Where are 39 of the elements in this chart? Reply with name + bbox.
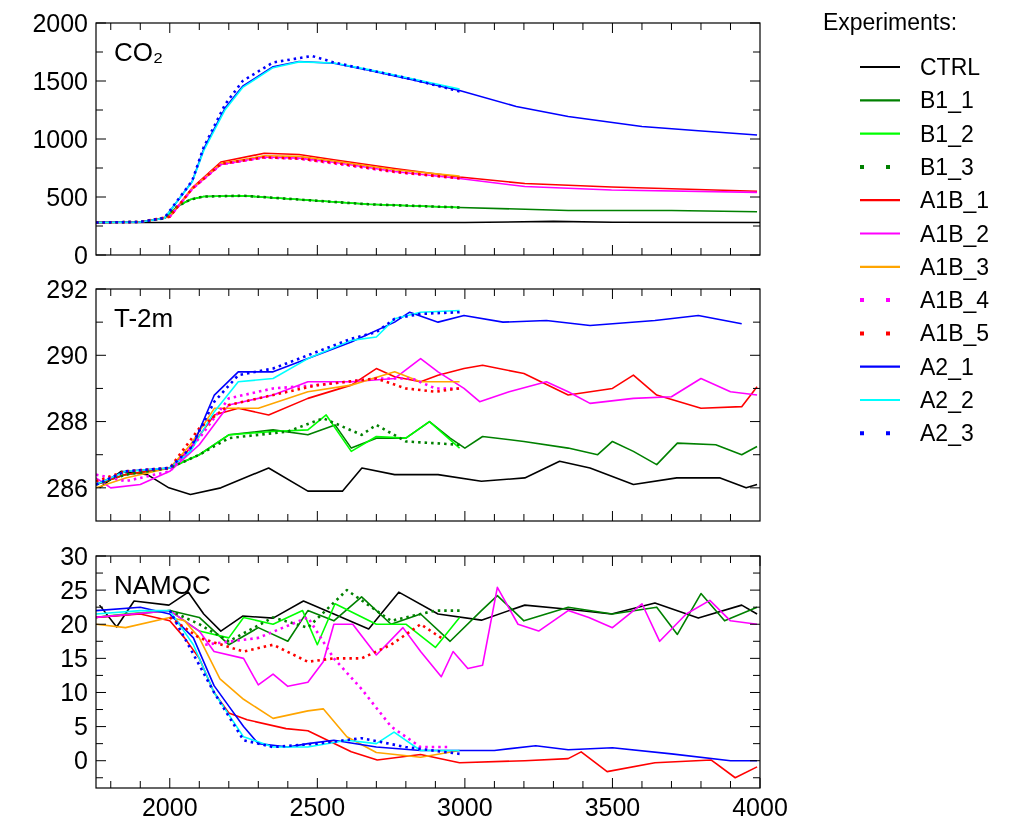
y-tick-label: 1500 [32,66,88,95]
y-tick-label: 0 [74,746,88,775]
text: T-2m [114,303,174,333]
y-tick-label: 292 [46,274,88,303]
legend-label: A1B_5 [920,320,990,347]
legend-title: Experiments: [822,9,958,35]
y-tick-label: 286 [46,473,88,502]
legend-label: A1B_4 [920,287,990,314]
y-tick-label: 2000 [32,8,88,37]
x-tick-label: 3500 [584,793,641,821]
y-tick-label: 500 [46,182,88,211]
y-tick-label: 10 [60,678,88,707]
x-tick-label: 2500 [289,793,346,821]
legend-label: B1_2 [920,120,974,147]
x-tick-label: 4000 [732,793,788,821]
y-tick-label: 30 [60,541,88,570]
y-tick-label: 20 [60,609,88,638]
y-tick-label: 15 [60,644,88,673]
legend-label: A1B_3 [920,253,990,280]
legend-label: A2_1 [920,353,974,380]
y-tick-label: 290 [46,341,88,370]
x-tick-label: 3000 [437,793,493,821]
y-tick-label: 5 [74,712,88,741]
text: NAMOC [114,570,211,600]
legend-label: A1B_1 [920,187,990,214]
y-tick-label: 25 [60,575,88,604]
line-series [168,609,461,756]
legend-label: B1_1 [920,87,974,114]
text: CO₂ [114,37,164,67]
legend-label: A2_2 [920,387,974,414]
y-tick-label: 1000 [32,124,88,153]
legend-label: A2_3 [920,420,974,447]
y-tick-label: 288 [46,407,88,436]
x-tick-label: 2000 [141,793,198,821]
line-series [168,616,443,664]
legend-label: A1B_2 [920,220,990,247]
legend-label: B1_3 [920,153,974,180]
legend-label: CTRL [920,54,981,81]
y-tick-label: 0 [74,240,88,269]
